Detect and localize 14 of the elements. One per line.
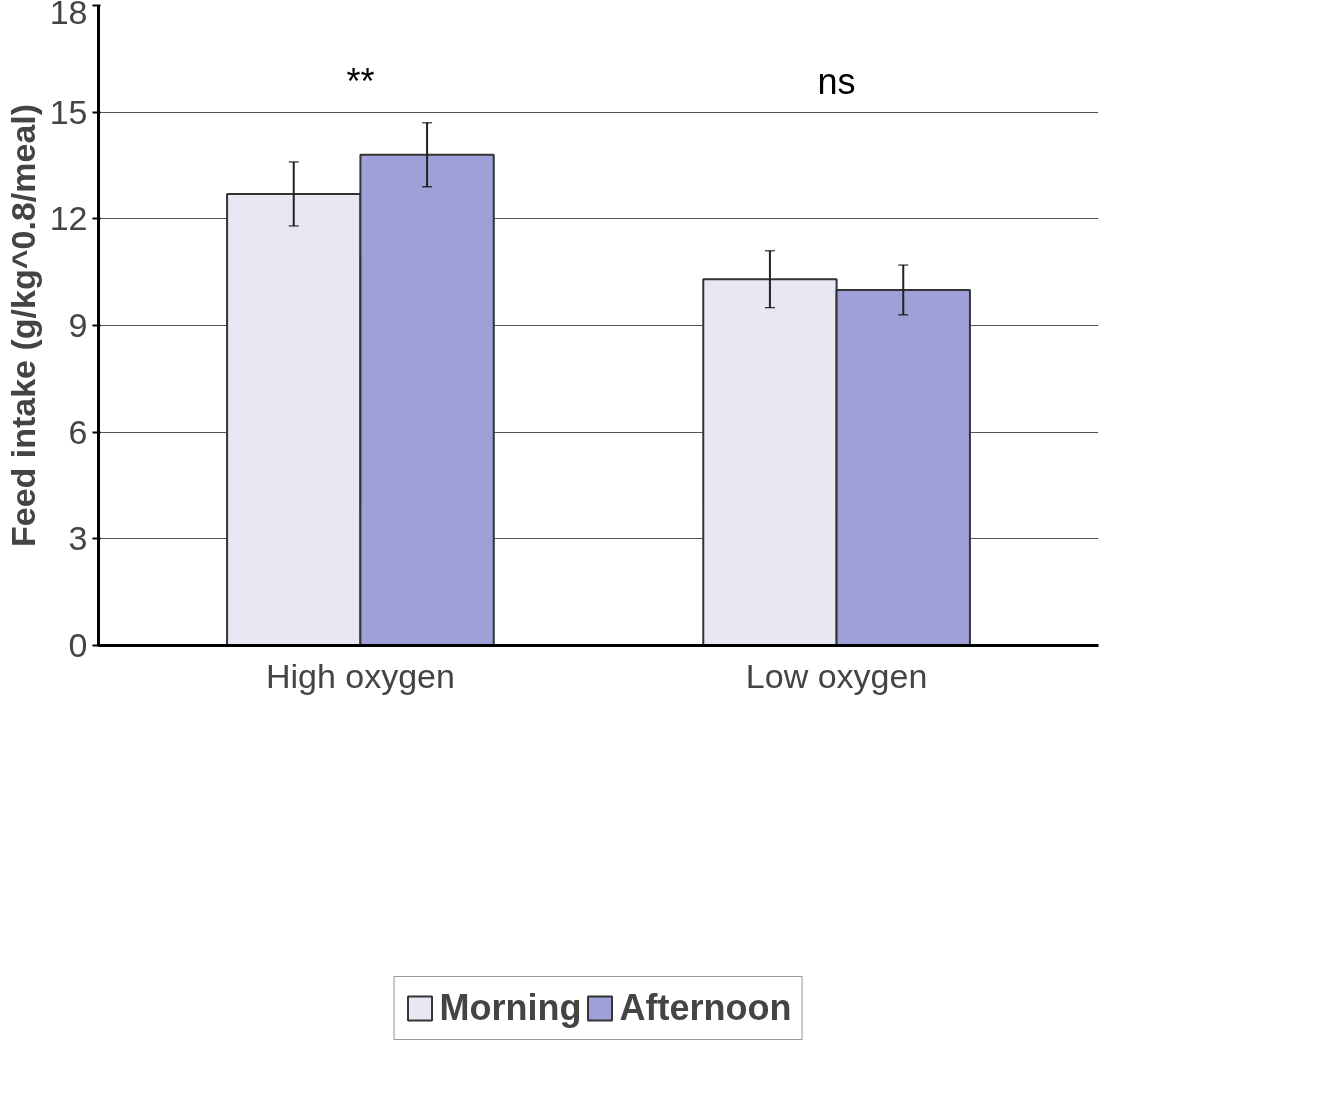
y-tick-label: 9 — [68, 306, 88, 344]
x-tick-label: Low oxygen — [745, 656, 928, 695]
y-tick-label: 6 — [68, 412, 88, 451]
legend-label: Morning — [439, 987, 582, 1029]
annotation: ** — [346, 60, 375, 102]
x-tick-label: High oxygen — [265, 656, 455, 695]
y-tick-label: 0 — [68, 626, 88, 664]
y-tick-label: 15 — [49, 92, 88, 131]
y-tick-label: 18 — [49, 0, 88, 31]
y-tick-label: 12 — [49, 199, 88, 238]
y-tick-label: 3 — [68, 519, 88, 558]
y-axis-title: Feed intake (g/kg^0.8/meal) — [3, 103, 42, 548]
annotation: ns — [817, 60, 856, 102]
legend-label: Afternoon — [619, 987, 792, 1029]
